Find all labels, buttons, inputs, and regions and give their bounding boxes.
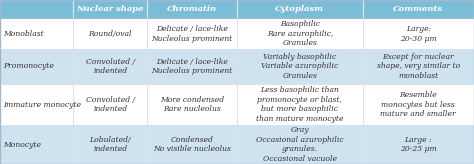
Bar bbox=[0, 125, 73, 164]
Bar bbox=[0, 49, 73, 84]
Text: Condensed
No visible nucleolus: Condensed No visible nucleolus bbox=[153, 136, 231, 154]
Text: Except for nuclear
shape, very similar to
monoblast: Except for nuclear shape, very similar t… bbox=[377, 53, 460, 80]
Text: Lobulated/
indented: Lobulated/ indented bbox=[90, 136, 131, 154]
Text: Chromatin: Chromatin bbox=[167, 5, 217, 13]
Bar bbox=[147, 49, 237, 84]
Bar bbox=[147, 125, 237, 164]
Text: More condensed
Rare nucleolus: More condensed Rare nucleolus bbox=[160, 96, 224, 113]
Text: Gray
Occasional azurophilic
granules.
Occasional vacuole: Gray Occasional azurophilic granules. Oc… bbox=[256, 126, 344, 163]
Text: Comments: Comments bbox=[393, 5, 443, 13]
Text: Delicate / lace-like
Nucleolus prominent: Delicate / lace-like Nucleolus prominent bbox=[151, 25, 233, 42]
Bar bbox=[237, 0, 363, 19]
Text: Round/oval: Round/oval bbox=[89, 30, 132, 38]
Text: Resemble
monocytes but less
mature and smaller: Resemble monocytes but less mature and s… bbox=[381, 91, 456, 118]
Text: Convoluted /
indented: Convoluted / indented bbox=[86, 96, 135, 113]
Text: Promonocyte: Promonocyte bbox=[3, 62, 54, 70]
Bar bbox=[237, 49, 363, 84]
Text: Variably basophilic
Variable azurophilic
Granules: Variably basophilic Variable azurophilic… bbox=[261, 53, 338, 80]
Bar bbox=[73, 49, 147, 84]
Bar bbox=[73, 0, 147, 19]
Text: Nuclear shape: Nuclear shape bbox=[76, 5, 144, 13]
Text: Cytoplasm: Cytoplasm bbox=[275, 5, 324, 13]
Bar bbox=[73, 19, 147, 49]
Bar bbox=[73, 125, 147, 164]
Text: Delicate / lace-like
Nucleolus prominent: Delicate / lace-like Nucleolus prominent bbox=[151, 58, 233, 75]
Bar bbox=[237, 84, 363, 125]
Bar bbox=[237, 19, 363, 49]
Text: Monoblast: Monoblast bbox=[3, 30, 44, 38]
Bar bbox=[363, 19, 474, 49]
Bar bbox=[73, 84, 147, 125]
Bar bbox=[0, 19, 73, 49]
Text: Large:
20-30 μm: Large: 20-30 μm bbox=[400, 25, 437, 42]
Bar bbox=[0, 0, 73, 19]
Text: Immature monocyte: Immature monocyte bbox=[3, 101, 81, 109]
Bar bbox=[147, 0, 237, 19]
Bar bbox=[363, 49, 474, 84]
Text: Basophilic
Rare azurophilic,
Granules: Basophilic Rare azurophilic, Granules bbox=[266, 20, 333, 47]
Text: Monocyte: Monocyte bbox=[3, 141, 41, 149]
Bar bbox=[147, 84, 237, 125]
Text: Large :
20-25 μm: Large : 20-25 μm bbox=[400, 136, 437, 154]
Bar bbox=[0, 84, 73, 125]
Text: Less basophilic than
promonocyte or blast,
but more basophilic
than mature monoc: Less basophilic than promonocyte or blas… bbox=[256, 86, 344, 123]
Bar bbox=[237, 125, 363, 164]
Bar bbox=[363, 125, 474, 164]
Bar bbox=[147, 19, 237, 49]
Bar bbox=[363, 0, 474, 19]
Text: Convoluted /
indented: Convoluted / indented bbox=[86, 58, 135, 75]
Bar bbox=[363, 84, 474, 125]
